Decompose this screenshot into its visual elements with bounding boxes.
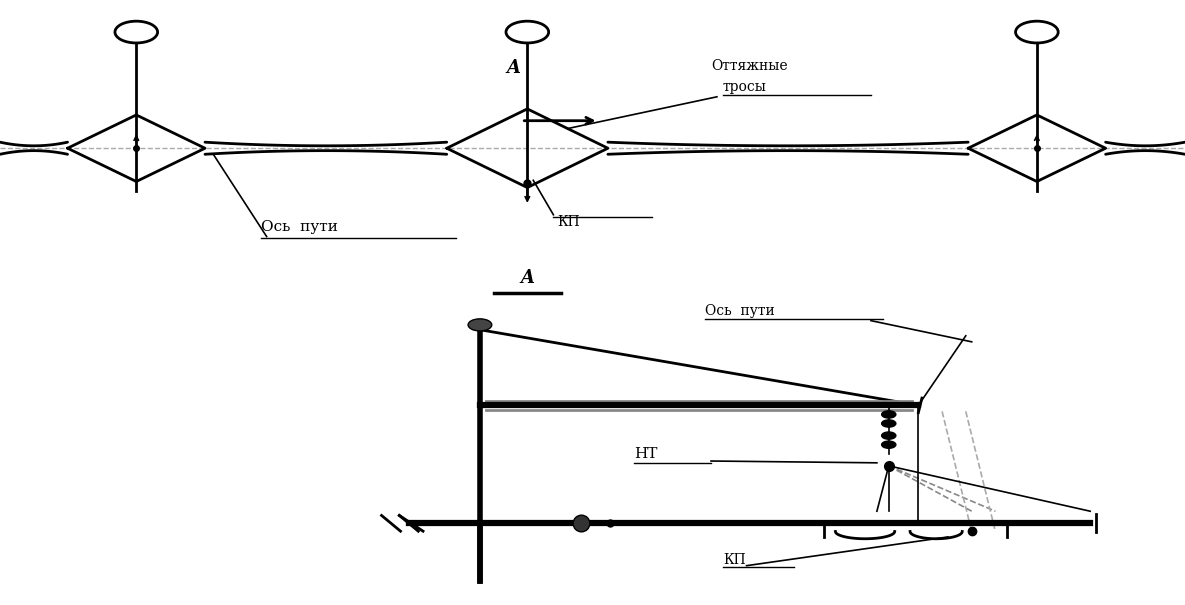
Text: НТ: НТ: [634, 446, 658, 461]
Circle shape: [882, 441, 896, 448]
Text: КП: КП: [723, 552, 745, 567]
Text: КП: КП: [557, 215, 579, 229]
Circle shape: [468, 319, 492, 331]
Text: A: A: [520, 269, 534, 287]
Text: Ось  пути: Ось пути: [705, 304, 775, 318]
Text: A: A: [506, 59, 520, 77]
Text: Оттяжные: Оттяжные: [711, 59, 788, 73]
Circle shape: [882, 432, 896, 439]
Circle shape: [882, 411, 896, 418]
Text: тросы: тросы: [723, 80, 767, 94]
Circle shape: [882, 420, 896, 427]
Text: Ось  пути: Ось пути: [261, 220, 338, 234]
